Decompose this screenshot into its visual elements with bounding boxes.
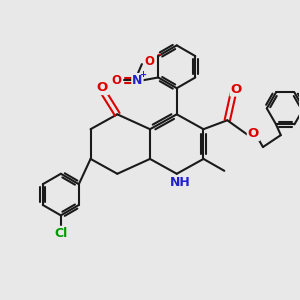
Text: O: O [231, 82, 242, 96]
Text: O: O [248, 127, 259, 140]
Text: O: O [112, 74, 122, 87]
Text: -: - [156, 50, 160, 60]
Text: O: O [144, 55, 154, 68]
Text: Cl: Cl [54, 227, 68, 240]
Text: O: O [97, 81, 108, 94]
Text: N: N [132, 74, 142, 87]
Text: NH: NH [170, 176, 191, 189]
Text: +: + [139, 70, 146, 79]
